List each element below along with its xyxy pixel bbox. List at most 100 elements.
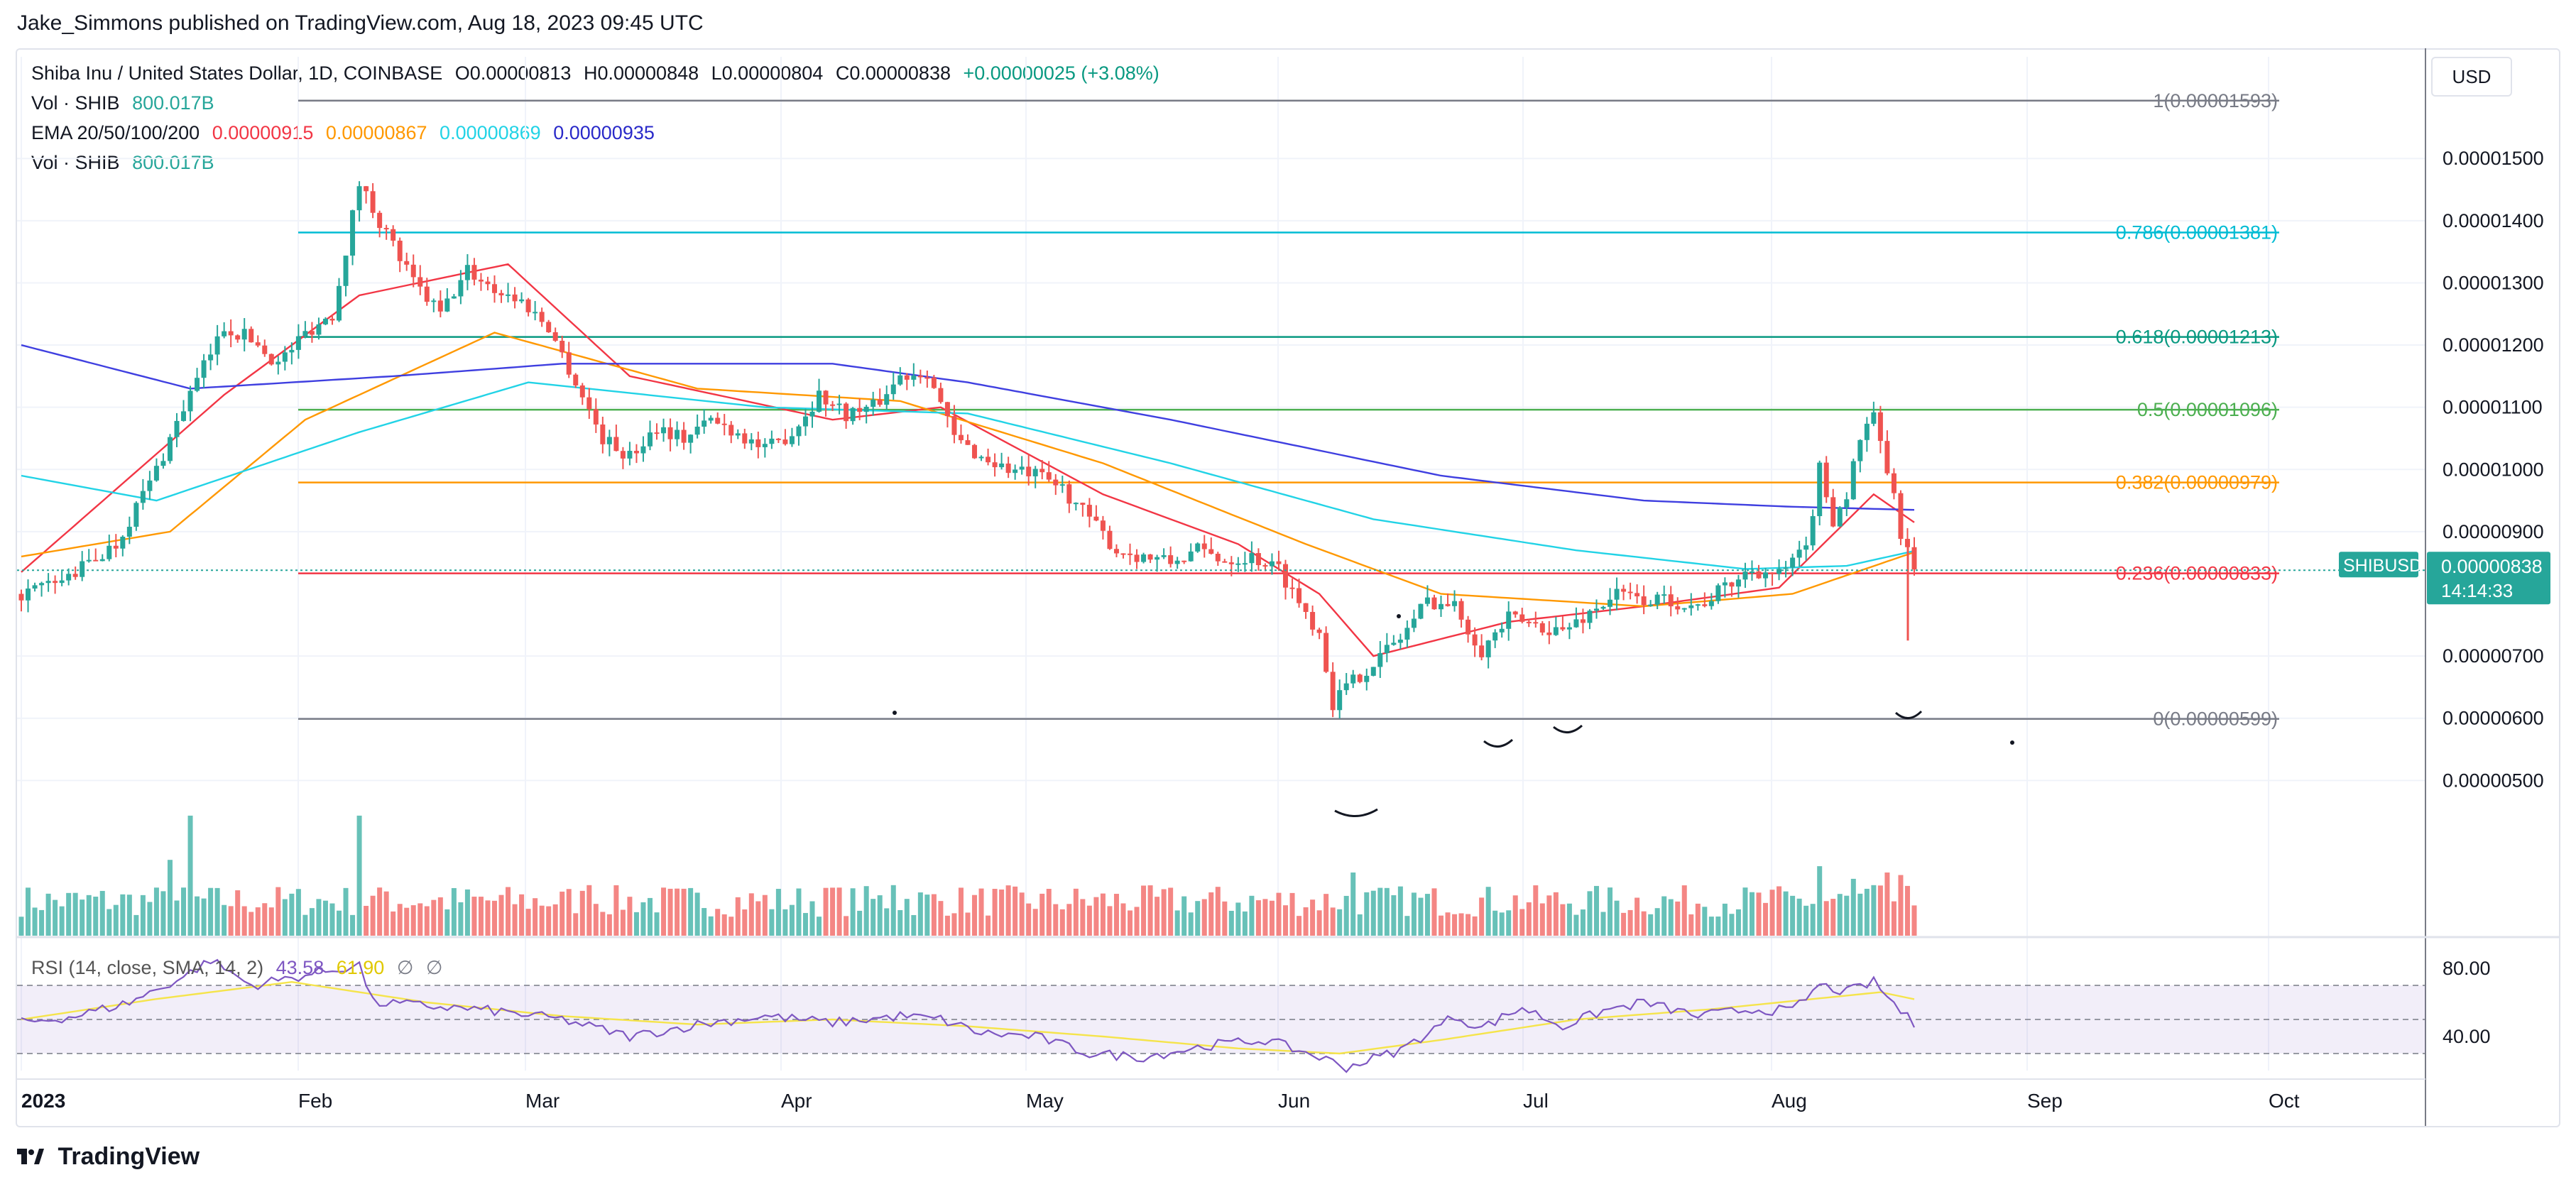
ema-legend-row[interactable]: EMA 20/50/100/200 0.00000915 0.00000867 … <box>31 122 662 144</box>
candle-body <box>1046 472 1052 480</box>
volume-legend-row-2[interactable]: Vol · SHIB 800.017B <box>31 152 222 174</box>
volume-bar <box>1864 888 1870 936</box>
volume-bar <box>1046 889 1052 936</box>
candle-body <box>1357 674 1363 682</box>
fib-level-label: 0.382(0.00000979) <box>2116 472 2278 493</box>
volume-bar <box>1466 914 1471 936</box>
rsi-line <box>21 958 1915 1073</box>
volume-bar <box>187 815 193 936</box>
candle-body <box>153 466 159 481</box>
volume-bar <box>1756 892 1762 936</box>
volume-bar <box>1512 895 1518 936</box>
volume2-value: 800.017B <box>132 152 214 173</box>
volume-bar <box>1391 895 1397 936</box>
candle-body <box>1235 563 1241 565</box>
candle-body <box>431 300 437 302</box>
volume-bar <box>1877 885 1883 936</box>
volume-bar <box>451 887 457 936</box>
currency-selector[interactable]: USD <box>2431 57 2512 97</box>
volume-bar <box>1641 911 1647 936</box>
candle-body <box>1580 619 1586 623</box>
candle-body <box>1485 640 1491 657</box>
volume-bar <box>917 892 923 936</box>
volume-bar <box>1769 890 1775 936</box>
volume-bar <box>1201 899 1207 936</box>
candle-body <box>1668 594 1674 607</box>
rsi-value: 43.58 <box>275 957 324 978</box>
candle-body <box>1769 572 1775 574</box>
volume-bar <box>1675 901 1681 936</box>
x-axis: 2023 Feb Mar Apr May Jun Jul Aug Sep Oct <box>21 1090 2300 1112</box>
symbol-title[interactable]: Shiba Inu / United States Dollar, 1D, CO… <box>31 62 443 84</box>
candle-body <box>1850 461 1856 500</box>
volume-legend-row[interactable]: Vol · SHIB 800.017B <box>31 92 222 114</box>
candle-body <box>1316 629 1322 633</box>
volume-bar <box>1566 903 1572 936</box>
candle-body <box>255 342 261 346</box>
hand-drawn-dot <box>2010 740 2014 745</box>
x-tick-label: Oct <box>2269 1090 2300 1112</box>
candle-body <box>1695 604 1701 606</box>
tradingview-brand[interactable]: TradingView <box>17 1143 200 1171</box>
volume-bar <box>478 897 484 936</box>
candle-body <box>931 377 937 388</box>
candle-body <box>702 420 707 427</box>
volume-bar <box>18 917 24 936</box>
rsi-legend-row[interactable]: RSI (14, close, SMA, 14, 2) 43.58 61.90 … <box>31 957 449 979</box>
volume-bar <box>492 900 497 936</box>
volume-bar <box>1370 890 1376 936</box>
empty-set-icon: ∅ <box>396 957 414 978</box>
volume-bar <box>174 900 180 936</box>
candle-body <box>471 265 477 280</box>
volume-bar <box>458 902 464 936</box>
candle-body <box>1066 484 1072 504</box>
candle-body <box>424 286 430 302</box>
candle-body <box>45 581 51 584</box>
y-tick-label: 0.00000700 <box>2443 645 2544 667</box>
volume-bar <box>890 885 896 936</box>
ema50-value: 0.00000867 <box>325 122 427 143</box>
volume-bar <box>1208 892 1214 936</box>
volume-bar <box>485 900 491 936</box>
volume-bar <box>431 899 437 936</box>
volume-bar <box>410 905 416 936</box>
candle-body <box>1844 499 1850 508</box>
volume-bar <box>39 909 45 936</box>
candle-body <box>356 186 362 211</box>
volume-bar <box>1796 898 1802 936</box>
candle-body <box>309 331 315 335</box>
candle-body <box>86 559 92 562</box>
candle-body <box>1526 621 1532 623</box>
candle-body <box>1777 569 1782 574</box>
volume-bar <box>53 899 58 936</box>
volume-bar <box>688 887 694 936</box>
candle-body <box>1566 627 1572 630</box>
candle-body <box>93 559 99 562</box>
candle-body <box>762 444 768 447</box>
candle-body <box>1424 597 1430 604</box>
volume-bar <box>546 906 552 936</box>
ema-label: EMA 20/50/100/200 <box>31 122 200 143</box>
y-tick-label: 0.00001200 <box>2443 334 2544 356</box>
candle-body <box>1073 503 1079 505</box>
volume-bar <box>1107 906 1113 936</box>
volume-bar <box>214 887 220 936</box>
candle-body <box>350 210 356 256</box>
volume-bar <box>1479 897 1485 936</box>
volume-bar <box>1803 905 1809 936</box>
candle-body <box>72 574 78 577</box>
candle-body <box>383 228 389 230</box>
candle-body <box>120 537 126 549</box>
candle-body <box>1013 469 1018 474</box>
volume-bar <box>322 900 328 936</box>
candle-body <box>1418 603 1424 619</box>
volume-bar <box>1708 917 1714 936</box>
ema200-value: 0.00000935 <box>553 122 655 143</box>
y-tick-label: 0.00001300 <box>2443 272 2544 293</box>
candle-body <box>1735 579 1741 587</box>
ema20-value: 0.00000915 <box>212 122 314 143</box>
candle-body <box>539 312 545 322</box>
volume-bar <box>1823 901 1829 936</box>
candle-body <box>1113 549 1119 554</box>
